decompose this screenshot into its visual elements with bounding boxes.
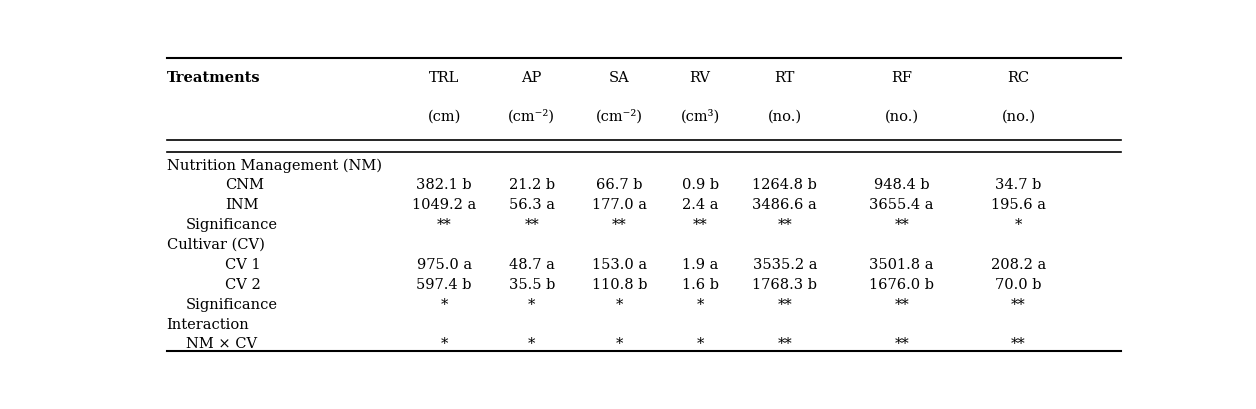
Text: **: ** — [1011, 337, 1026, 351]
Text: **: ** — [894, 337, 909, 351]
Text: 56.3 a: 56.3 a — [509, 198, 555, 212]
Text: 208.2 a: 208.2 a — [991, 257, 1046, 271]
Text: (cm⁻²): (cm⁻²) — [509, 109, 555, 123]
Text: NM × CV: NM × CV — [186, 337, 257, 351]
Text: 153.0 a: 153.0 a — [592, 257, 647, 271]
Text: 48.7 a: 48.7 a — [509, 257, 555, 271]
Text: 110.8 b: 110.8 b — [592, 277, 647, 291]
Text: CV 2: CV 2 — [225, 277, 261, 291]
Text: *: * — [1015, 218, 1022, 231]
Text: 3535.2 a: 3535.2 a — [752, 257, 818, 271]
Text: (no.): (no.) — [1001, 109, 1035, 123]
Text: (no.): (no.) — [767, 109, 801, 123]
Text: (cm³): (cm³) — [681, 109, 720, 123]
Text: *: * — [697, 337, 703, 351]
Text: **: ** — [437, 218, 451, 231]
Text: *: * — [615, 297, 623, 311]
Text: (cm⁻²): (cm⁻²) — [595, 109, 643, 123]
Text: 1.6 b: 1.6 b — [682, 277, 718, 291]
Text: 0.9 b: 0.9 b — [682, 178, 718, 192]
Text: CV 1: CV 1 — [225, 257, 261, 271]
Text: **: ** — [693, 218, 707, 231]
Text: 597.4 b: 597.4 b — [417, 277, 472, 291]
Text: *: * — [615, 337, 623, 351]
Text: RC: RC — [1007, 71, 1030, 85]
Text: 3655.4 a: 3655.4 a — [869, 198, 934, 212]
Text: 1.9 a: 1.9 a — [682, 257, 718, 271]
Text: RF: RF — [892, 71, 912, 85]
Text: **: ** — [777, 337, 793, 351]
Text: *: * — [441, 297, 448, 311]
Text: *: * — [441, 337, 448, 351]
Text: (no.): (no.) — [884, 109, 918, 123]
Text: 3486.6 a: 3486.6 a — [752, 198, 818, 212]
Text: Interaction: Interaction — [167, 317, 250, 331]
Text: **: ** — [777, 297, 793, 311]
Text: **: ** — [894, 218, 909, 231]
Text: **: ** — [525, 218, 539, 231]
Text: 948.4 b: 948.4 b — [874, 178, 929, 192]
Text: CNM: CNM — [225, 178, 264, 192]
Text: Treatments: Treatments — [167, 71, 260, 85]
Text: INM: INM — [225, 198, 259, 212]
Text: TRL: TRL — [430, 71, 460, 85]
Text: 66.7 b: 66.7 b — [597, 178, 643, 192]
Text: 2.4 a: 2.4 a — [682, 198, 718, 212]
Text: Significance: Significance — [186, 297, 278, 311]
Text: (cm): (cm) — [427, 109, 461, 123]
Text: **: ** — [612, 218, 627, 231]
Text: 177.0 a: 177.0 a — [592, 198, 647, 212]
Text: **: ** — [1011, 297, 1026, 311]
Text: 1264.8 b: 1264.8 b — [752, 178, 818, 192]
Text: 70.0 b: 70.0 b — [995, 277, 1041, 291]
Text: SA: SA — [609, 71, 629, 85]
Text: 382.1 b: 382.1 b — [416, 178, 472, 192]
Text: *: * — [528, 297, 535, 311]
Text: *: * — [697, 297, 703, 311]
Text: Significance: Significance — [186, 218, 278, 231]
Text: 1768.3 b: 1768.3 b — [752, 277, 818, 291]
Text: AP: AP — [521, 71, 541, 85]
Text: RV: RV — [690, 71, 711, 85]
Text: 21.2 b: 21.2 b — [509, 178, 555, 192]
Text: 3501.8 a: 3501.8 a — [869, 257, 934, 271]
Text: 34.7 b: 34.7 b — [995, 178, 1041, 192]
Text: 195.6 a: 195.6 a — [991, 198, 1046, 212]
Text: 1049.2 a: 1049.2 a — [412, 198, 476, 212]
Text: **: ** — [894, 297, 909, 311]
Text: Cultivar (CV): Cultivar (CV) — [167, 238, 265, 252]
Text: 35.5 b: 35.5 b — [509, 277, 555, 291]
Text: Nutrition Management (NM): Nutrition Management (NM) — [167, 158, 382, 172]
Text: **: ** — [777, 218, 793, 231]
Text: *: * — [528, 337, 535, 351]
Text: 1676.0 b: 1676.0 b — [869, 277, 934, 291]
Text: 975.0 a: 975.0 a — [417, 257, 472, 271]
Text: RT: RT — [775, 71, 795, 85]
